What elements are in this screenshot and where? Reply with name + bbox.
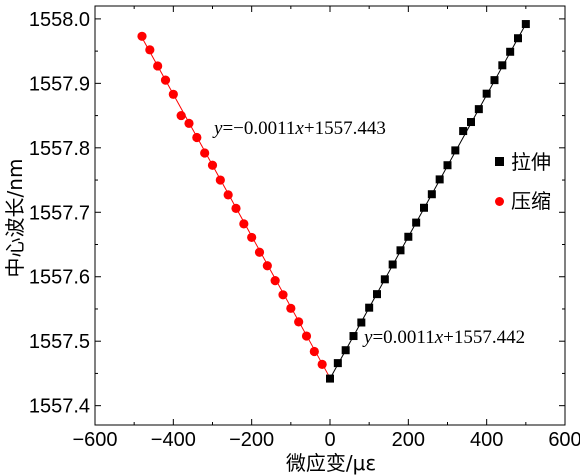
tension-point	[404, 232, 413, 241]
compression-point	[262, 261, 272, 271]
x-tick-label: 600	[548, 429, 580, 451]
legend-marker-tension	[495, 157, 504, 166]
legend-marker-compression	[495, 197, 504, 206]
compression-point	[137, 31, 147, 41]
tension-point	[506, 47, 515, 56]
tension-point	[514, 34, 522, 43]
y-tick-label: 1557.6	[29, 267, 90, 289]
x-tick-label: 400	[470, 429, 503, 451]
tension-point	[490, 76, 499, 85]
compression-point	[317, 359, 327, 370]
compression-point	[184, 118, 194, 128]
x-tick-label: −400	[151, 429, 196, 451]
x-tick-label: 0	[324, 429, 335, 451]
compression-point	[286, 303, 296, 313]
fit-lines	[141, 23, 527, 379]
compression-point	[309, 346, 319, 357]
compression-point	[207, 160, 218, 170]
tension-point	[420, 203, 428, 212]
tension-point	[427, 190, 436, 199]
compression-point	[176, 110, 186, 121]
x-tick-label: 200	[392, 429, 425, 451]
tension-point	[373, 290, 381, 299]
compression-point	[200, 148, 210, 158]
tension-point	[474, 105, 483, 114]
tension-point	[349, 332, 358, 341]
tension-point	[467, 118, 475, 127]
tension-point	[435, 175, 444, 184]
compression-point	[168, 89, 178, 99]
compression-point	[294, 317, 304, 327]
compression-point	[247, 232, 257, 243]
tension-point	[326, 374, 334, 383]
compression-point	[231, 203, 241, 214]
axes	[94, 5, 566, 426]
compression-point	[239, 219, 249, 229]
plot-frame	[94, 5, 566, 426]
tension-point	[380, 275, 389, 284]
compression-point	[192, 132, 202, 143]
tension-point	[357, 318, 366, 327]
tension-point	[443, 161, 452, 170]
tension-point	[365, 303, 374, 312]
tension-point	[396, 246, 405, 255]
fit-equations: y=0.0011x+1557.442 y=−0.0011x+1557.443	[212, 118, 525, 348]
compression-point	[215, 175, 225, 185]
y-tick-label: 1557.5	[29, 331, 90, 353]
compression-point	[278, 290, 288, 300]
tension-point	[521, 20, 530, 29]
compression-point	[223, 190, 233, 200]
x-axis-title: 微应变/με	[286, 451, 376, 475]
compression-point	[254, 247, 265, 257]
y-axis-title: 中心波长/nm	[3, 159, 27, 278]
tension-point	[341, 346, 350, 355]
tension-point	[333, 359, 342, 368]
tension-point	[482, 89, 491, 98]
y-tick-label: 1557.4	[29, 396, 90, 418]
x-tick-label: −200	[229, 429, 274, 451]
y-tick-label: 1558.0	[29, 9, 90, 31]
tension-fit-equation: y=0.0011x+1557.442	[362, 327, 525, 348]
y-tick-label: 1557.7	[29, 202, 90, 224]
compression-point	[153, 61, 163, 71]
compression-point	[270, 276, 280, 286]
compression-fit-equation: y=−0.0011x+1557.443	[212, 118, 386, 139]
compression-point	[160, 75, 171, 85]
compression-point	[145, 45, 155, 55]
tick-labels: −600 −400 −200 0 200 400 600 1557.4 1557.5 1557.6…	[29, 9, 580, 451]
legend-label-compression: 压缩	[511, 189, 551, 213]
tension-point	[498, 61, 507, 70]
x-tick-label: −600	[72, 429, 117, 451]
tension-point	[388, 260, 397, 269]
legend-label-tension: 拉伸	[511, 150, 551, 174]
compression-point	[301, 331, 312, 341]
y-tick-label: 1557.8	[29, 138, 90, 160]
tension-point	[459, 127, 468, 136]
y-tick-label: 1557.9	[29, 73, 90, 95]
legend: 拉伸 压缩	[495, 150, 551, 213]
tension-point	[412, 218, 421, 227]
data-markers	[137, 20, 530, 383]
tension-point	[451, 146, 460, 155]
